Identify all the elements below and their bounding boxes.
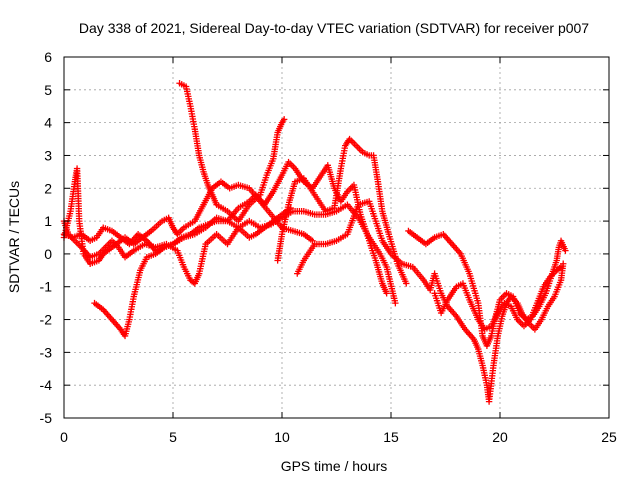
data-point [383, 290, 390, 297]
y-tick-label: 4 [44, 115, 52, 131]
x-axis-label: GPS time / hours [281, 458, 388, 474]
y-tick-label: 5 [44, 82, 52, 98]
data-markers [60, 80, 569, 405]
y-tick-label: 2 [44, 180, 52, 196]
y-axis-label: SDTVAR / TECUs [6, 181, 22, 293]
plot-frame [63, 56, 610, 419]
y-tick-label: -2 [40, 312, 53, 328]
y-tick-label: 1 [44, 213, 52, 229]
y-tick-label: -4 [40, 377, 53, 393]
y-tick-label: 0 [44, 246, 52, 262]
data-point [557, 263, 565, 271]
x-tick-label: 15 [383, 429, 399, 445]
data-point [562, 247, 569, 254]
series-track-5 [176, 80, 288, 225]
series-track-7 [294, 198, 567, 405]
series-track-9 [431, 263, 565, 333]
x-tick-label: 10 [274, 429, 290, 445]
y-tick-label: 6 [44, 49, 52, 65]
data-point [560, 260, 567, 267]
x-tick-label: 5 [169, 429, 177, 445]
data-point [403, 280, 410, 287]
y-tick-label: 3 [44, 147, 52, 163]
axis-ticks: 0 5 10 15 20 25 -5 -4 -3 -2 -1 0 1 2 3 4 5 6 [40, 49, 617, 445]
y-tick-label: -1 [40, 279, 53, 295]
y-tick-label: -3 [40, 344, 53, 360]
x-tick-label: 25 [601, 429, 617, 445]
x-tick-label: 0 [60, 429, 68, 445]
data-point [392, 299, 399, 307]
series-track-8 [405, 227, 569, 349]
series-track-3 [60, 158, 390, 297]
y-tick-label: -5 [40, 410, 53, 426]
x-tick-label: 20 [492, 429, 508, 445]
data-point [556, 264, 563, 272]
chart-title: Day 338 of 2021, Sidereal Day-to-day VTE… [79, 20, 589, 36]
data-point [309, 237, 316, 244]
data-point [280, 116, 288, 123]
